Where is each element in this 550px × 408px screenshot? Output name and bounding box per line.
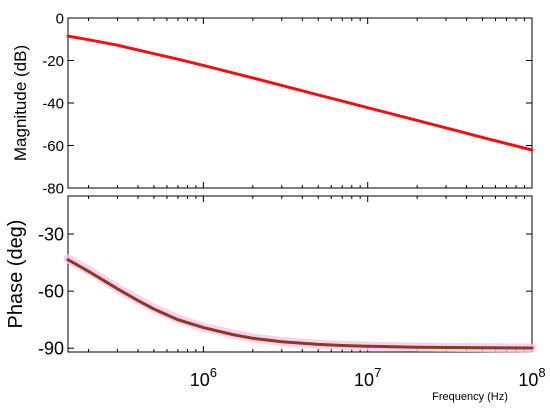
x-tick-label: 108 — [518, 365, 545, 390]
magnitude-y-tick-labels: 0 -20 -40 -60 -80 — [42, 10, 64, 197]
magnitude-y-tick-label: -20 — [42, 53, 64, 70]
phase-panel: -30 -60 -90 106 107 108 Phase (deg) Frequenc… — [5, 195, 546, 403]
phase-y-tick-label: -30 — [38, 225, 64, 245]
magnitude-plot-frame — [67, 17, 533, 189]
phase-y-tick-label: -60 — [38, 282, 64, 302]
x-tick-labels: 106 107 108 — [190, 365, 546, 390]
phase-y-tick-labels: -30 -60 -90 — [38, 225, 64, 359]
phase-ticks — [68, 196, 533, 352]
magnitude-y-tick-label: 0 — [56, 10, 64, 27]
magnitude-y-axis-title: Magnitude (dB) — [11, 45, 30, 161]
x-tick-label: 106 — [190, 365, 217, 390]
magnitude-y-tick-label: -80 — [42, 180, 64, 197]
phase-plot-frame — [67, 195, 533, 353]
phase-series — [63, 254, 537, 353]
magnitude-series-line — [66, 34, 534, 152]
magnitude-panel: 0 -20 -40 -60 -80 Magnitude (dB) — [11, 10, 534, 197]
phase-y-axis-title: Phase (deg) — [5, 220, 27, 329]
phase-series-line — [66, 258, 534, 350]
x-tick-label: 107 — [354, 365, 381, 390]
x-axis-title: Frequency (Hz) — [432, 391, 508, 403]
phase-series-line — [63, 254, 537, 353]
magnitude-series — [66, 34, 534, 152]
magnitude-ticks — [68, 17, 533, 189]
phase-y-tick-label: -90 — [38, 339, 64, 359]
magnitude-y-tick-label: -40 — [42, 95, 64, 112]
magnitude-y-tick-label: -60 — [42, 138, 64, 155]
